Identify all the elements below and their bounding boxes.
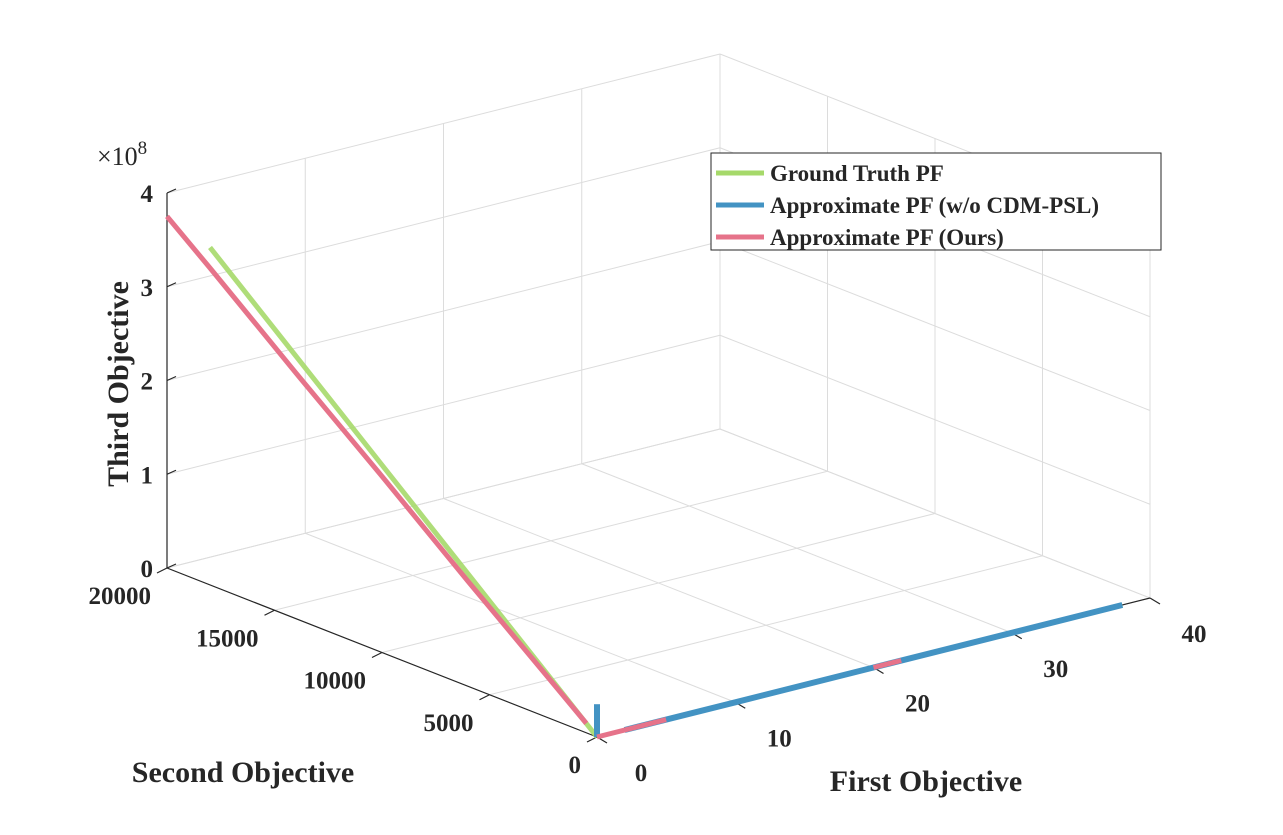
- z-exponent-label: ×108: [97, 138, 147, 171]
- grid-line-floor-y: [489, 555, 1043, 696]
- grid-line-wall-x-z: [719, 241, 1151, 411]
- z-tick-label: 3: [141, 275, 154, 302]
- z-tick-label: 4: [141, 181, 154, 208]
- series-layer: [165, 214, 1124, 740]
- grid-line-wall-y-z: [166, 241, 721, 381]
- grid-line-floor-y: [274, 470, 828, 611]
- x-tick-label: 10: [767, 725, 792, 752]
- series-line-2-segment-2: [872, 658, 902, 670]
- z-tick: [166, 563, 177, 569]
- grid-line-wall-x-z: [719, 428, 1151, 599]
- z-tick: [166, 188, 177, 194]
- x-tick-label: 40: [1182, 621, 1207, 648]
- y-axis-label: Second Objective: [132, 756, 354, 789]
- y-tick-label: 0: [569, 752, 582, 779]
- grid-line-wall-y-z: [166, 53, 721, 194]
- x-tick: [1149, 597, 1161, 605]
- x-tick-label: 0: [635, 760, 648, 787]
- y-tick-label: 10000: [304, 668, 367, 695]
- z-exponent-power: 8: [138, 138, 148, 159]
- series-line-2-segment-1: [596, 717, 667, 740]
- y-tick-label: 5000: [424, 710, 474, 737]
- y-tick: [479, 694, 490, 701]
- z-tick-label: 2: [141, 369, 154, 396]
- z-exponent-base: ×10: [97, 142, 138, 171]
- y-tick-label: 15000: [196, 625, 259, 652]
- y-tick: [264, 609, 275, 616]
- z-tick: [166, 282, 177, 288]
- x-tick-label: 20: [905, 691, 930, 718]
- legend-label-2: Approximate PF (Ours): [770, 225, 1004, 250]
- y-tick: [156, 567, 168, 574]
- legend-box: [710, 152, 1162, 251]
- series-line-2-segment-0: [165, 214, 589, 725]
- grid-line-wall-y-z: [166, 334, 721, 475]
- x-tick-label: 30: [1043, 656, 1068, 683]
- y-tick: [371, 651, 383, 659]
- legend-label-1: Approximate PF (w/o CDM-PSL): [770, 193, 1099, 218]
- z-tick: [166, 375, 177, 382]
- z-axis-label: Third Objective: [102, 281, 135, 487]
- z-tick: [166, 469, 177, 475]
- grid-line-floor-y: [381, 513, 936, 653]
- legend: Ground Truth PF Approximate PF (w/o CDM-P…: [710, 152, 1162, 251]
- z-tick-label: 0: [141, 556, 154, 583]
- grid-line-wall-y-z: [166, 147, 721, 288]
- legend-label-0: Ground Truth PF: [770, 161, 944, 186]
- y-tick-label: 20000: [89, 583, 152, 610]
- grid-line-wall-x-z: [719, 334, 1151, 505]
- x-axis-label: First Objective: [830, 765, 1022, 798]
- z-tick-label: 1: [141, 462, 154, 489]
- grid-line-wall-y-z: [166, 428, 721, 569]
